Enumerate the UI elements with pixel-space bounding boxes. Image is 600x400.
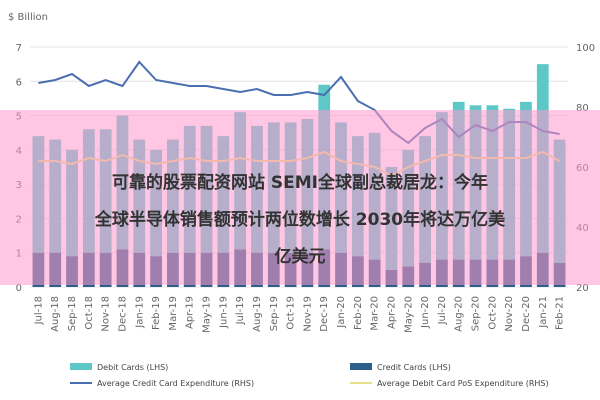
x-tick-label: Nov-19 [302,296,313,332]
x-tick-label: Jan-19 [134,296,145,329]
x-tick-label: Sep-20 [471,296,482,331]
overlay-text: 可靠的股票配资网站 SEMI全球副总裁居龙：今年 [112,172,488,193]
x-tick-label: Dec-19 [319,296,330,332]
x-tick-label: Dec-18 [117,296,128,332]
x-tick-label: Jul-18 [33,296,44,325]
x-tick-label: Jul-19 [235,296,246,325]
x-tick-label: Jan-20 [336,296,347,329]
x-tick-label: Jun-19 [218,296,229,329]
y-tick-label: 0 [16,283,22,294]
x-tick-label: Feb-21 [555,296,566,330]
y-tick-label: 6 [16,77,22,88]
x-tick-label: Dec-20 [521,296,532,332]
legend-swatch [70,363,92,370]
unit-label: $ Billion [8,12,48,23]
x-tick-label: Nov-20 [504,296,515,332]
legend-label: Debit Cards (LHS) [97,363,168,372]
legend-label: Average Debit Card PoS Expenditure (RHS) [377,379,549,388]
x-tick-label: Jul-20 [437,296,448,325]
x-tick-label: Oct-20 [487,296,498,330]
x-tick-label: Aug-20 [454,296,465,332]
overlay-text: 全球半导体销售额预计两位数增长 2030年将达万亿美 [94,209,506,230]
y2-tick-label: 20 [576,283,589,294]
y-tick-label: 7 [16,43,22,54]
x-tick-label: Sep-19 [269,296,280,331]
x-tick-label: Apr-20 [386,296,397,329]
x-tick-label: Aug-18 [50,296,61,332]
x-tick-label: Jan-21 [538,296,549,329]
x-tick-label: Feb-20 [353,296,364,330]
x-tick-label: Oct-18 [84,296,95,330]
x-tick-label: Sep-18 [67,296,78,331]
y2-tick-label: 80 [576,103,589,114]
x-tick-label: Oct-19 [286,296,297,330]
overlay-band [0,110,600,285]
x-tick-label: Mar-19 [168,296,179,331]
x-tick-label: Feb-19 [151,296,162,330]
x-tick-label: May-19 [202,296,213,333]
x-tick-label: Jun-20 [420,296,431,329]
x-tick-label: Mar-20 [370,296,381,331]
legend-label: Average Credit Card Expenditure (RHS) [97,379,254,388]
legend-swatch [350,363,372,370]
x-tick-label: Aug-19 [252,296,263,332]
x-tick-label: May-20 [403,296,414,333]
x-tick-label: Nov-18 [101,296,112,332]
y2-tick-label: 100 [576,43,595,54]
overlay-text: 亿美元 [275,246,326,267]
legend-label: Credit Cards (LHS) [377,363,451,372]
x-tick-label: Apr-19 [185,296,196,329]
